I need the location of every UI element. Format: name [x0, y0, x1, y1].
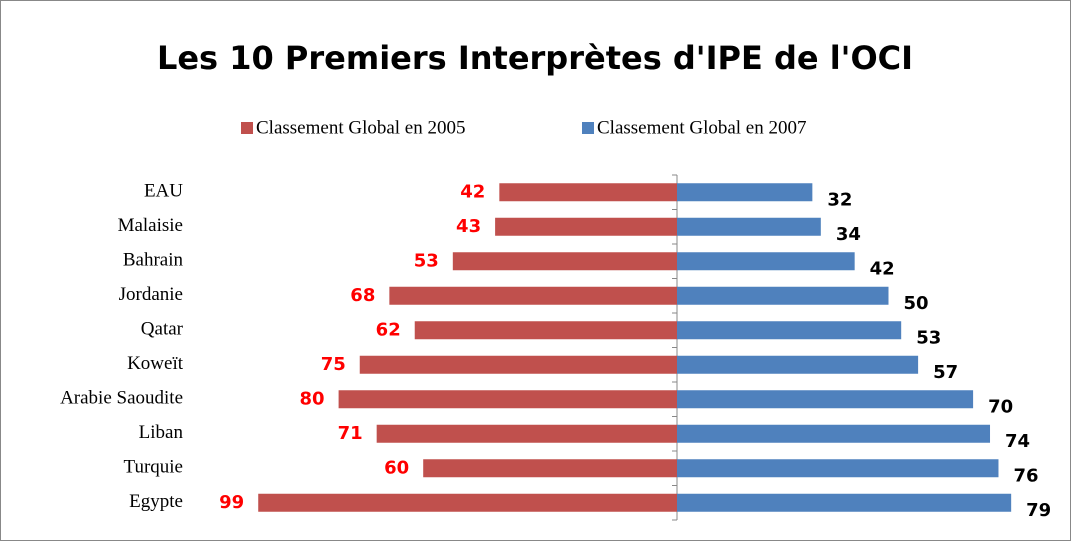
value-label: 34 [836, 224, 861, 245]
legend-swatch [582, 122, 594, 134]
bar [677, 424, 991, 443]
bar [258, 493, 677, 512]
value-label: 42 [460, 181, 485, 202]
value-label: 68 [350, 285, 375, 306]
value-label: 42 [870, 258, 895, 279]
bar [414, 321, 677, 340]
value-label: 70 [988, 396, 1013, 417]
category-label: Koweït [127, 353, 184, 374]
bar [677, 321, 902, 340]
bar [677, 217, 821, 236]
category-label: Jordanie [119, 284, 183, 305]
bar [677, 252, 855, 271]
value-label: 80 [300, 388, 325, 409]
value-label: 50 [904, 293, 929, 314]
category-label: Qatar [141, 319, 184, 340]
value-label: 75 [321, 354, 346, 375]
category-label: Malaisie [118, 215, 183, 236]
category-label: Bahrain [123, 250, 184, 271]
value-label: 43 [456, 216, 481, 237]
bar [677, 493, 1012, 512]
legend-label: Classement Global en 2005 [256, 117, 466, 138]
bar [423, 459, 677, 478]
value-label: 76 [1013, 465, 1038, 486]
value-label: 53 [414, 250, 439, 271]
bar [389, 286, 677, 305]
category-label: Liban [139, 422, 184, 443]
value-label: 71 [338, 423, 363, 444]
bar [677, 286, 889, 305]
category-label: EAU [144, 181, 183, 202]
bar [359, 355, 677, 374]
bar [677, 459, 999, 478]
legend-label: Classement Global en 2007 [597, 117, 807, 138]
value-label: 99 [219, 492, 244, 513]
bar [677, 355, 919, 374]
chart-title: Les 10 Premiers Interprètes d'IPE de l'O… [157, 39, 913, 77]
bar [338, 390, 677, 409]
bar [376, 424, 677, 443]
value-label: 60 [384, 457, 409, 478]
bar [677, 183, 813, 202]
value-label: 53 [916, 327, 941, 348]
value-label: 57 [933, 362, 958, 383]
bar [499, 183, 677, 202]
value-label: 32 [827, 189, 852, 210]
legend-swatch [241, 122, 253, 134]
category-label: Egypte [129, 491, 183, 512]
value-label: 62 [376, 319, 401, 340]
category-label: Arabie Saoudite [60, 388, 183, 409]
value-label: 74 [1005, 431, 1030, 452]
bar [495, 217, 677, 236]
category-label: Turquie [124, 457, 183, 478]
bar [677, 390, 974, 409]
bar [452, 252, 677, 271]
value-label: 79 [1026, 500, 1051, 521]
